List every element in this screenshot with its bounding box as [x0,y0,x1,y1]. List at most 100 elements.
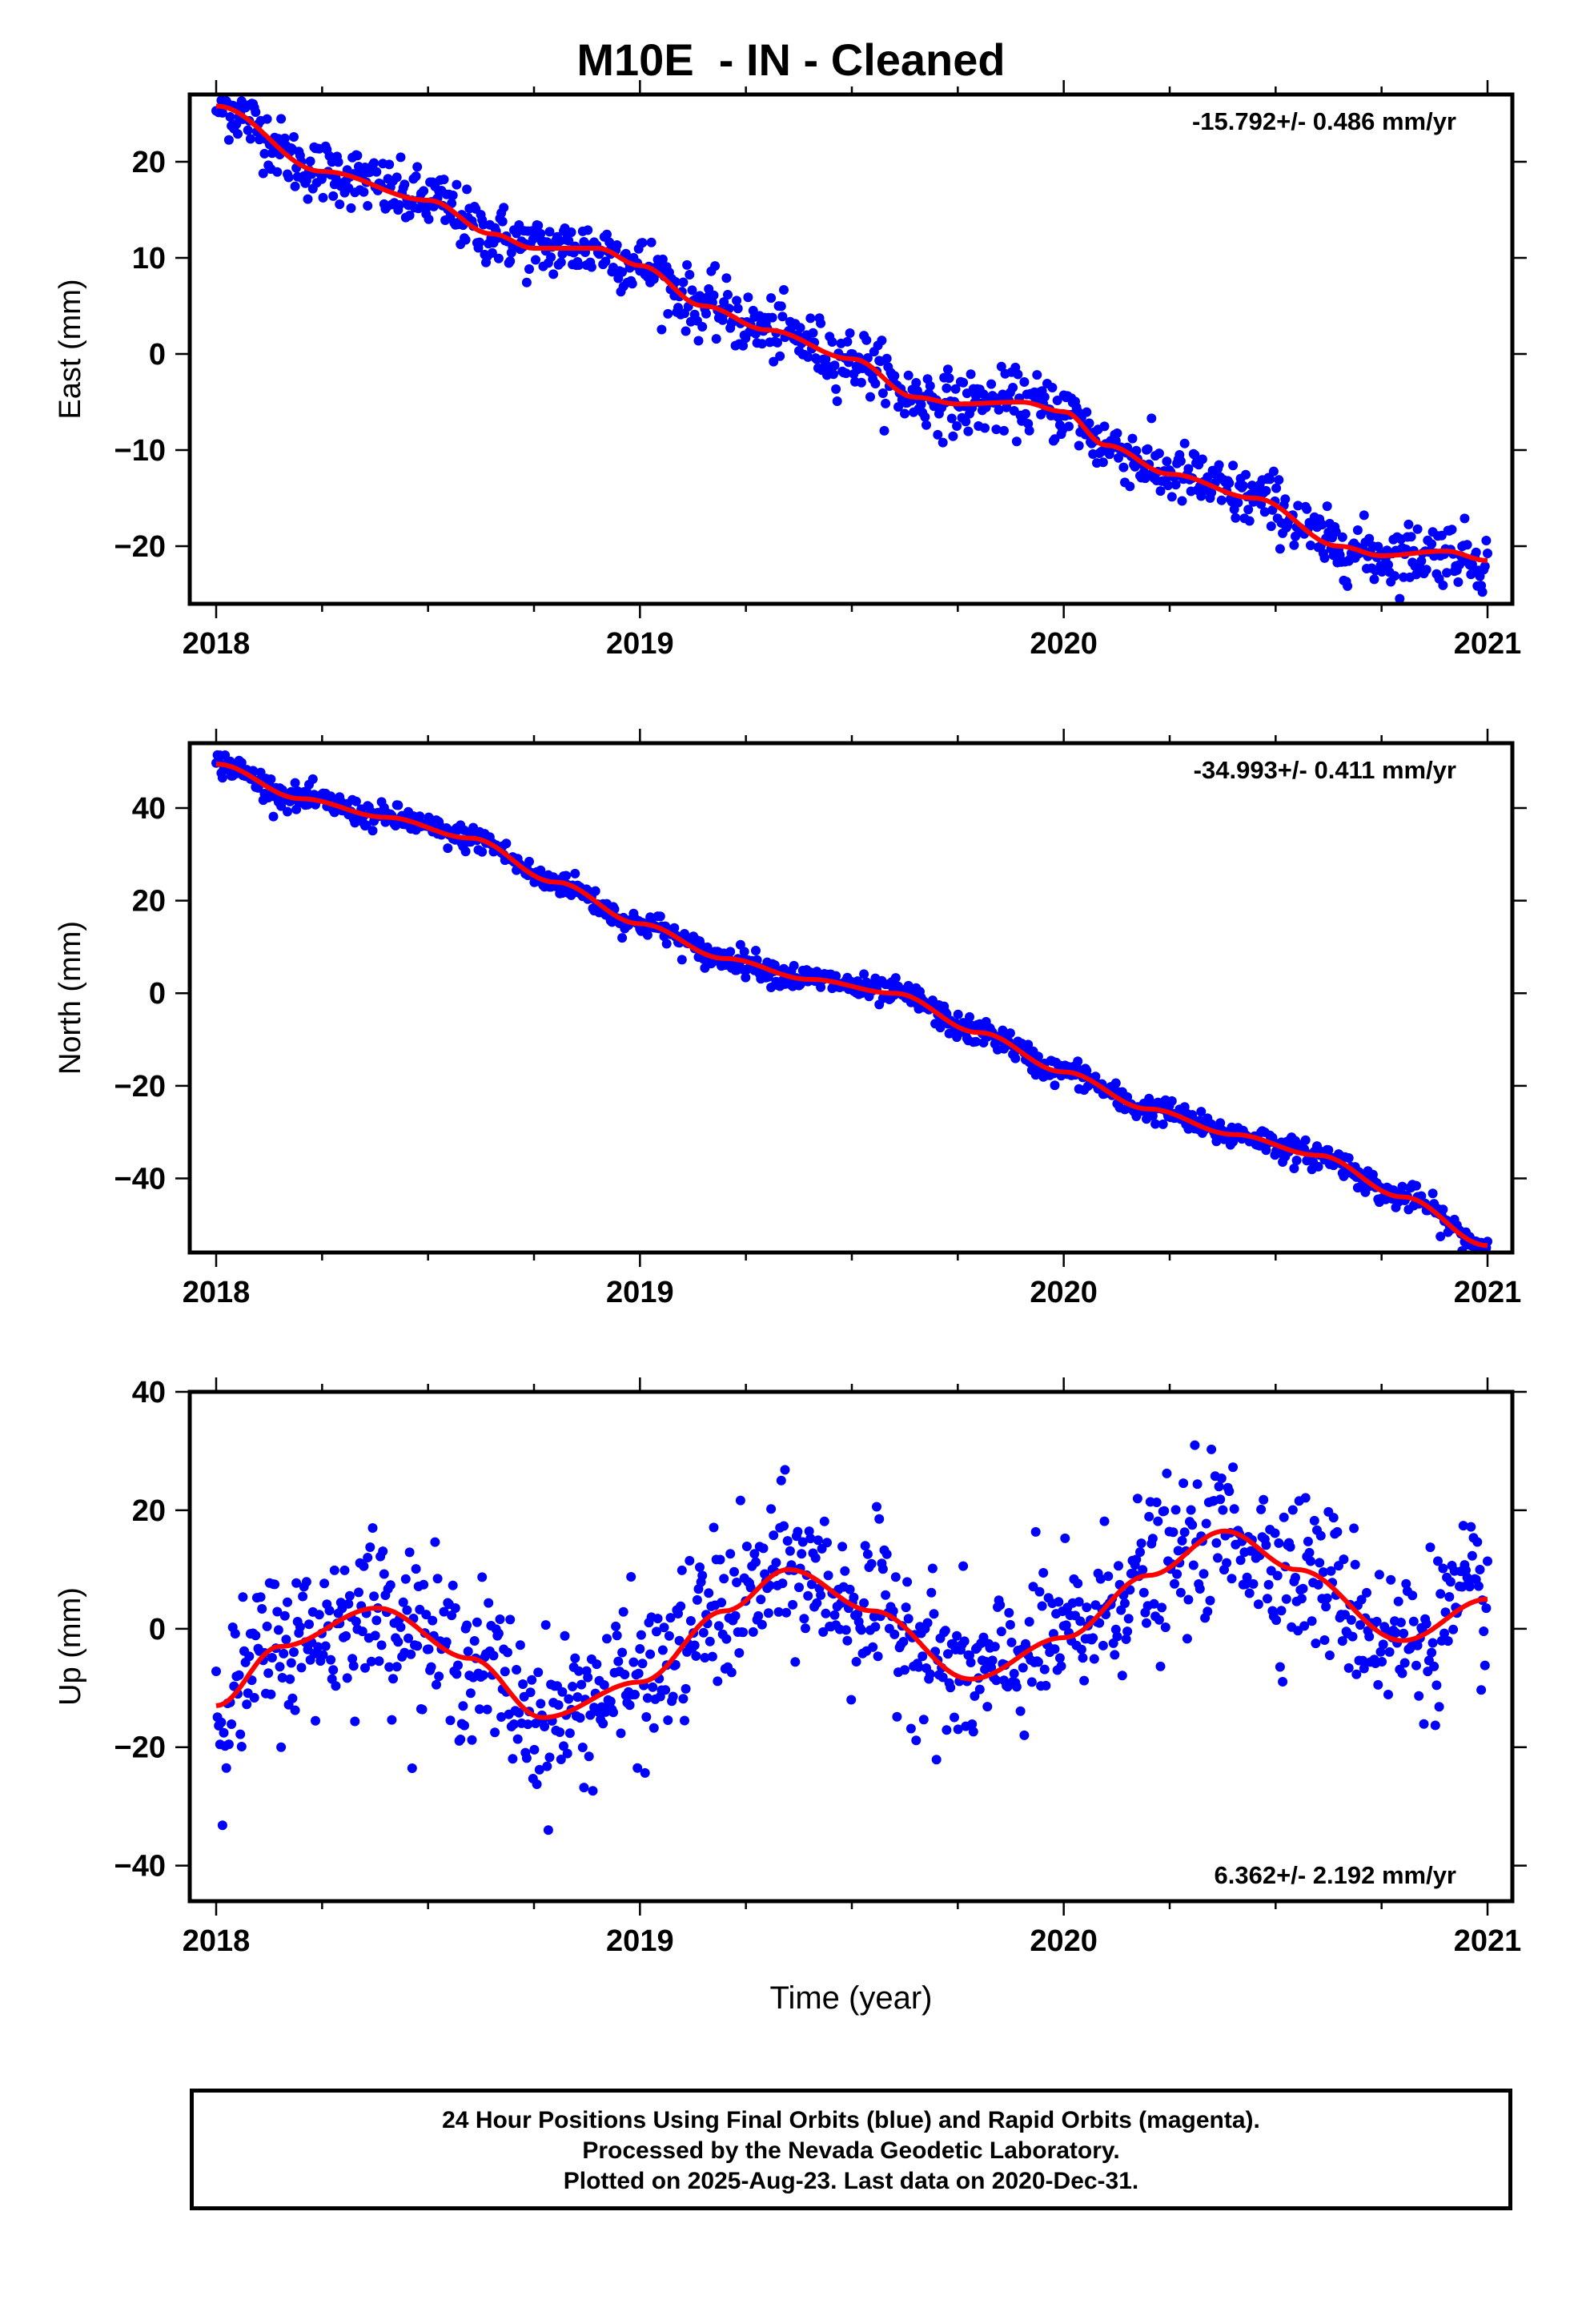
data-point [472,1617,482,1627]
data-point [566,227,576,237]
data-point [1355,1620,1365,1630]
data-point [1054,1597,1064,1607]
data-point [532,1779,542,1789]
data-point [1243,505,1254,515]
data-point [851,1657,861,1667]
data-point [1004,1607,1014,1618]
data-point [912,386,922,396]
data-point [902,1577,913,1587]
data-point [515,1640,525,1651]
data-point [251,1630,261,1641]
data-point [1278,1677,1288,1687]
data-point [685,270,695,279]
data-point [911,1735,921,1746]
data-point [681,1683,691,1694]
data-point [490,1727,500,1738]
data-point [258,168,268,179]
data-point [398,1597,408,1607]
data-point [661,939,672,949]
data-point [270,1579,280,1590]
data-point [1340,1610,1350,1620]
data-point [938,437,948,448]
data-point [1190,450,1200,460]
data-point [1458,1521,1468,1531]
data-point [859,969,869,979]
data-point [1453,577,1464,587]
data-point [223,135,234,145]
data-point [769,1530,779,1541]
data-point [1235,1555,1246,1566]
data-point [1224,1486,1235,1497]
data-point [698,1627,709,1638]
data-point [635,1644,645,1654]
data-point [974,1684,985,1695]
rate-label: -34.993+/- 0.411 mm/yr [1194,756,1456,784]
data-point [505,256,516,267]
data-point [509,1719,519,1729]
data-point [393,800,404,810]
data-point [1170,1578,1179,1589]
data-point [630,1690,640,1699]
data-point [640,1767,650,1778]
data-point [1328,1513,1339,1523]
data-point [1359,510,1369,521]
data-point [905,1723,916,1734]
x-tick-label: 2019 [606,627,674,661]
data-point [893,402,903,412]
data-point [1098,1640,1108,1651]
data-point [1430,1720,1440,1731]
data-point [1131,1554,1142,1565]
data-point [723,290,733,300]
data-point [1150,1119,1161,1129]
data-point [958,1018,969,1028]
data-point [430,1537,440,1547]
data-point [574,260,584,270]
data-point [661,1685,671,1695]
data-point [460,846,471,857]
data-point [475,237,484,247]
data-point [1335,550,1345,560]
data-point [1475,1565,1485,1574]
data-point [1276,1606,1287,1616]
data-point [950,384,961,394]
data-point [572,1692,583,1703]
data-point [1403,519,1414,529]
data-point [673,1609,683,1618]
data-point [273,1625,283,1635]
data-point [1013,369,1023,380]
data-point [935,1023,946,1033]
data-point [1187,1520,1198,1530]
data-point [1343,1663,1354,1673]
data-point [866,1558,877,1569]
data-point [1479,1626,1489,1636]
data-point [1160,1622,1170,1632]
data-point [881,1590,891,1600]
data-point [223,1739,234,1750]
data-point [1074,440,1084,451]
data-point [982,1702,993,1712]
data-point [1466,1522,1476,1532]
data-point [1061,1620,1071,1630]
data-point [1214,460,1224,470]
data-point [592,1659,602,1670]
data-point [1319,1635,1330,1645]
data-point [1369,574,1379,585]
x-tick-label: 2021 [1454,627,1522,661]
data-point [452,179,462,190]
data-point [1010,1053,1021,1063]
data-point [531,1719,540,1728]
data-point [394,200,404,210]
data-point [1242,1572,1252,1582]
data-point [1343,581,1353,591]
data-point [743,292,753,303]
data-point [1309,1515,1319,1526]
data-point [255,1592,266,1602]
data-point [1207,1444,1217,1454]
data-point [1300,1135,1311,1145]
data-point [402,1605,412,1615]
data-point [1166,492,1177,502]
data-point [1337,532,1347,542]
data-point [1408,1616,1419,1626]
data-point [1024,425,1034,436]
data-point [655,911,665,922]
